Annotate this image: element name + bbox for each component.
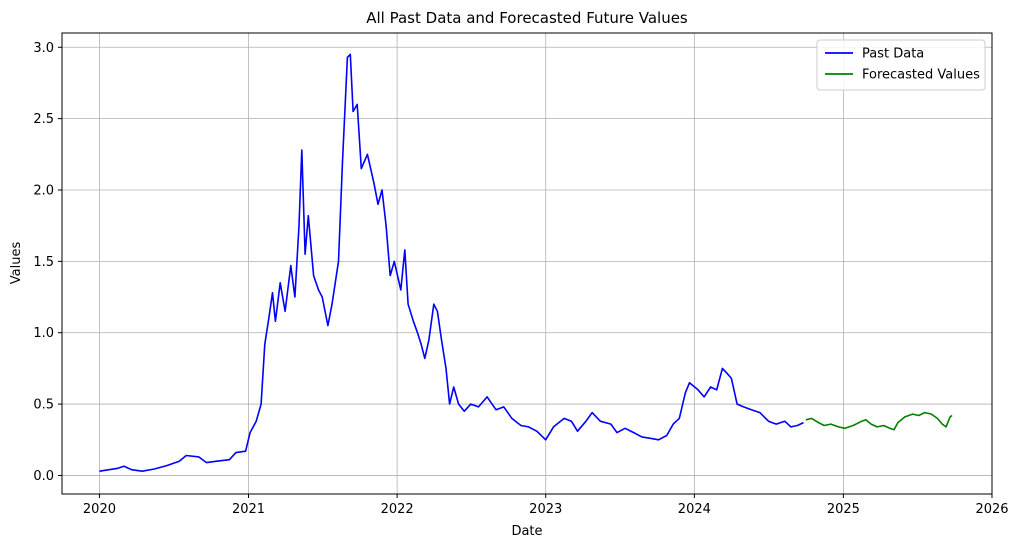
x-tick-label: 2022: [381, 502, 414, 517]
legend: Past Data Forecasted Values: [816, 39, 986, 91]
y-tick-label: 0.5: [33, 398, 54, 413]
y-tick-label: 3.0: [33, 41, 54, 56]
x-axis-ticks: 2020 2021 2022 2023 2024 2025 2026: [83, 494, 1009, 517]
series-layer: [99, 53, 953, 473]
y-tick-label: 0.0: [33, 469, 54, 484]
y-tick-label: 2.0: [33, 183, 54, 198]
grid-lines: [62, 33, 993, 494]
legend-box: [816, 39, 986, 91]
legend-label: Past Data: [862, 47, 924, 62]
series-line-past-data: [99, 53, 804, 473]
x-tick-label: 2026: [975, 502, 1008, 517]
x-tick-label: 2021: [232, 502, 265, 517]
y-axis-ticks: 0.0 0.5 1.0 1.5 2.0 2.5 3.0: [33, 41, 62, 484]
legend-label: Forecasted Values: [862, 68, 980, 83]
x-axis-label: Date: [511, 524, 542, 539]
y-tick-label: 2.5: [33, 112, 54, 127]
y-axis-label: Values: [9, 242, 24, 285]
chart-title: All Past Data and Forecasted Future Valu…: [366, 9, 688, 27]
x-tick-label: 2023: [529, 502, 562, 517]
x-tick-label: 2020: [83, 502, 116, 517]
x-tick-label: 2024: [678, 502, 711, 517]
x-tick-label: 2025: [827, 502, 860, 517]
plot-frame: [61, 32, 993, 495]
y-tick-label: 1.5: [33, 255, 54, 270]
series-line-forecasted-values: [805, 411, 953, 431]
y-tick-label: 1.0: [33, 326, 54, 341]
